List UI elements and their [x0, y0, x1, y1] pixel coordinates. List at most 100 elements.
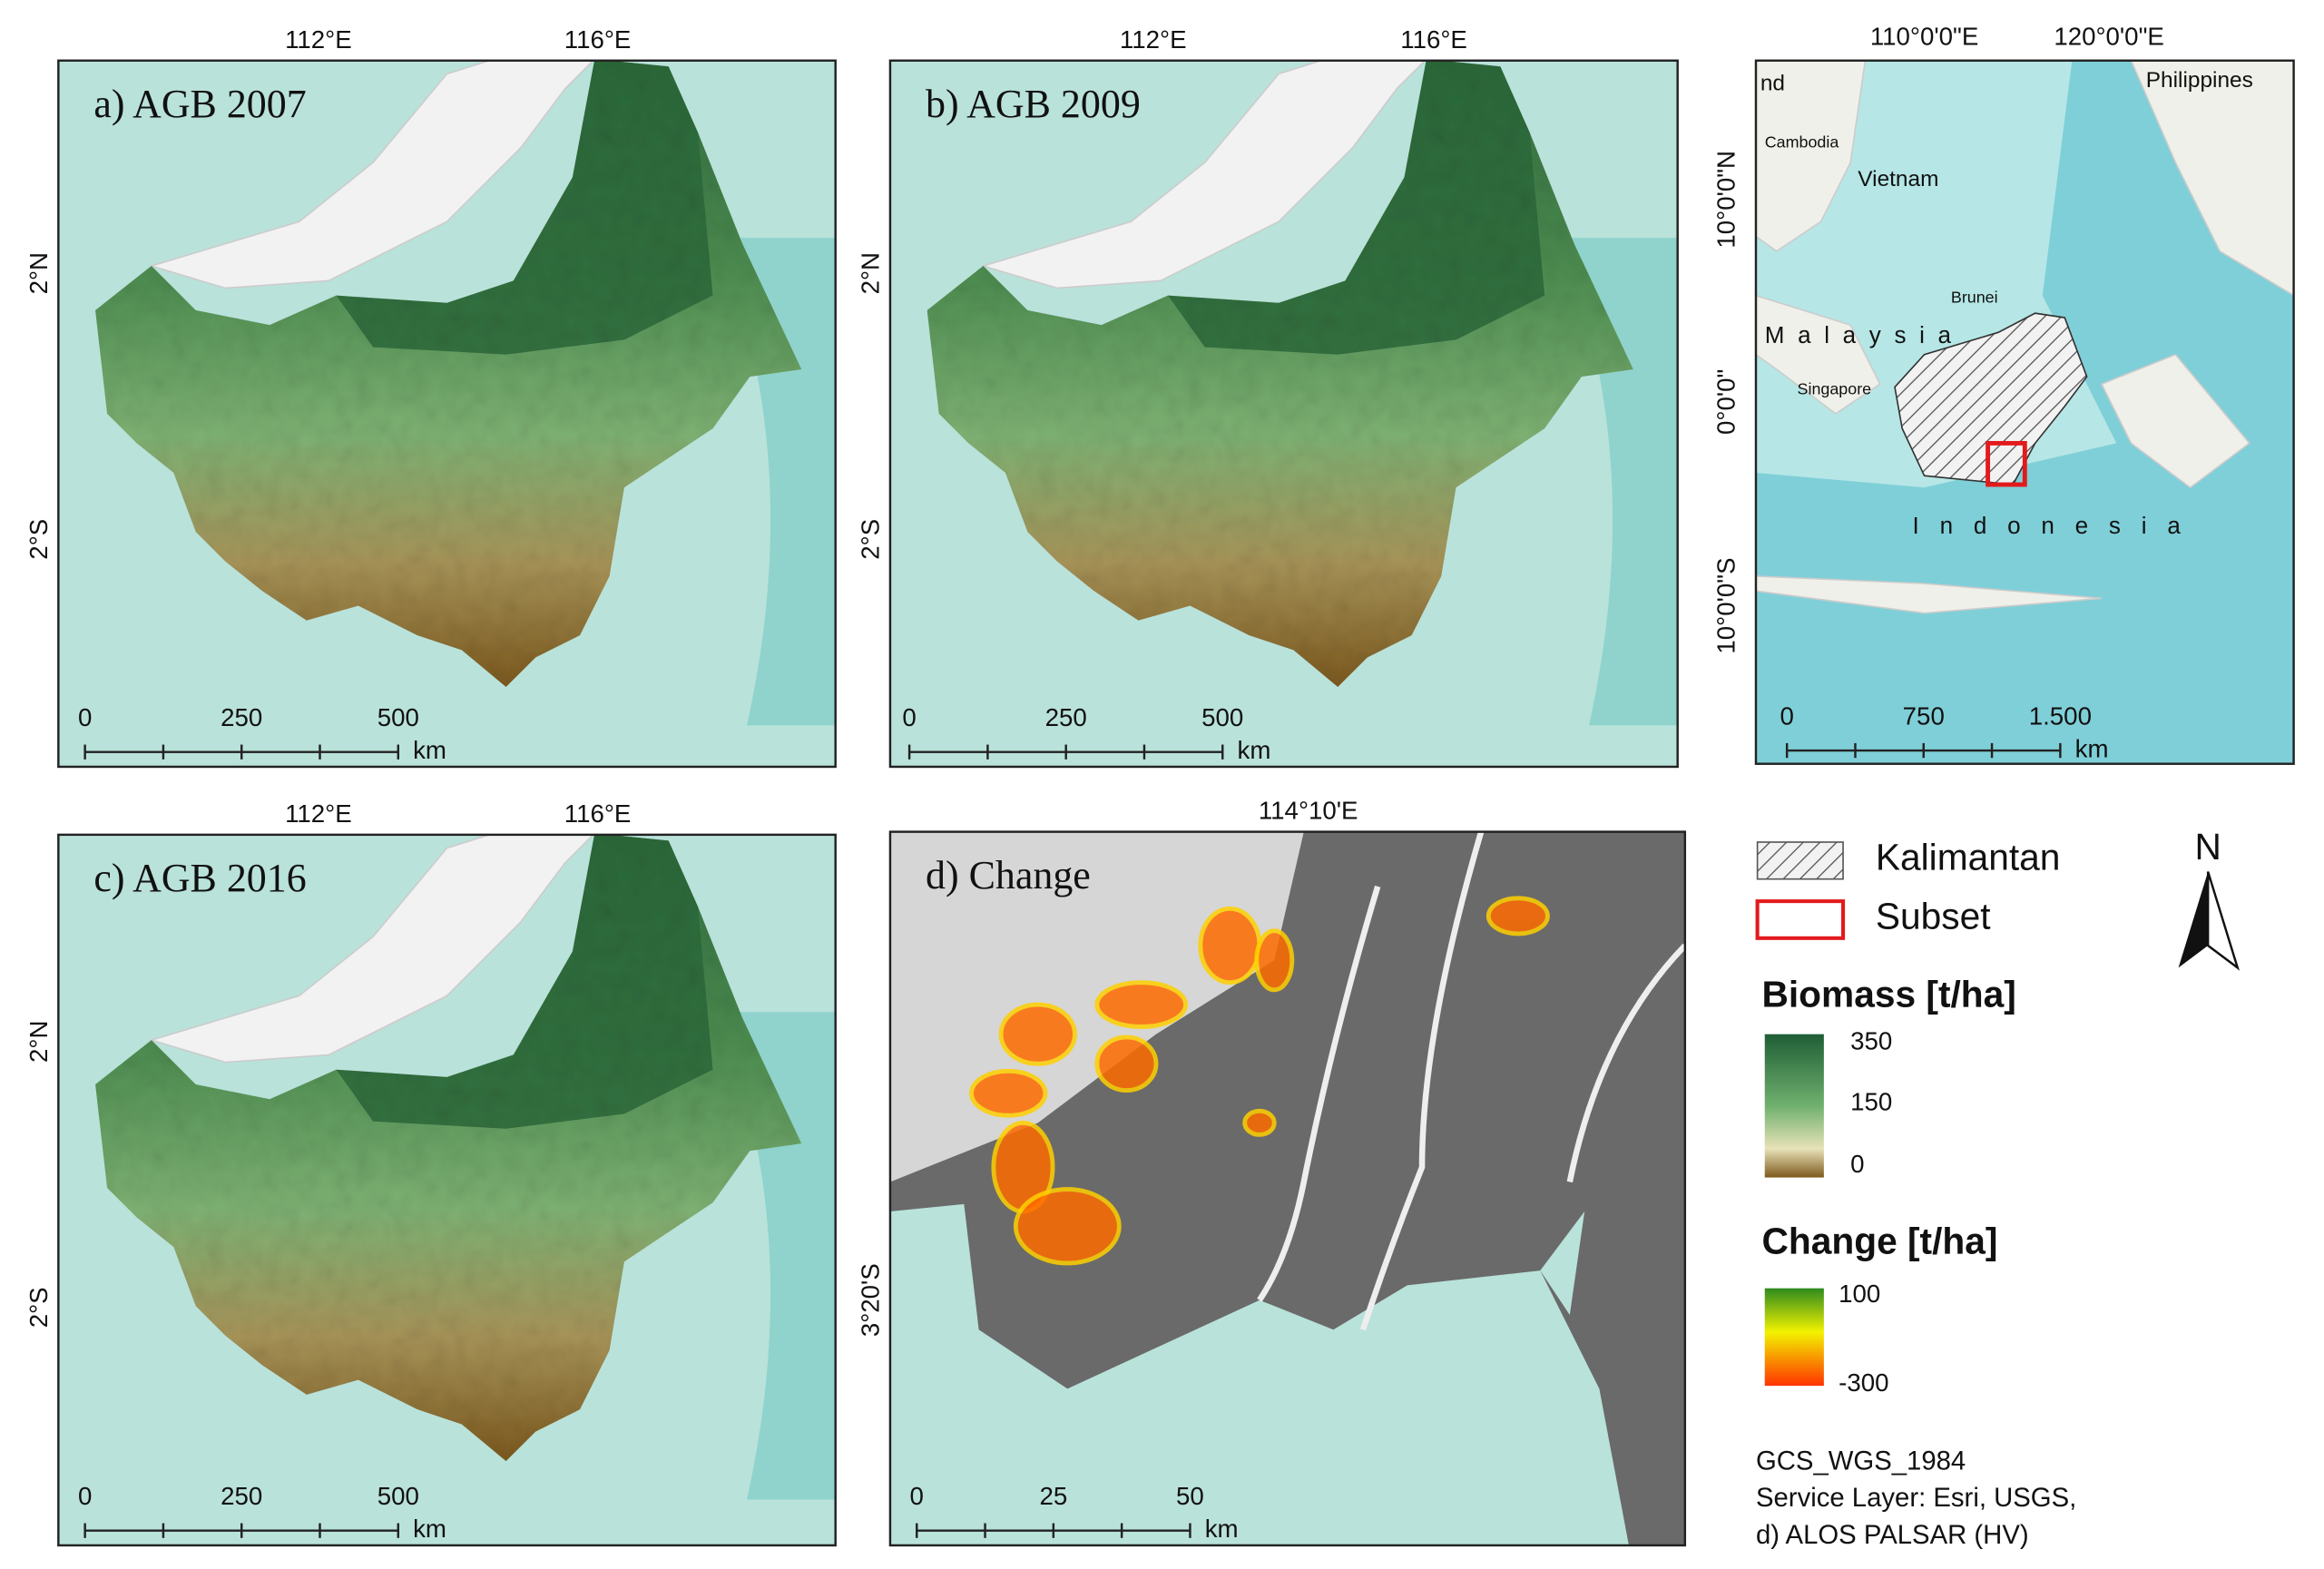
map-frame: [57, 59, 837, 769]
legend-label: Kalimantan: [1876, 836, 2061, 878]
scale-label: 50: [1176, 1482, 1204, 1510]
map-body: [58, 60, 836, 767]
map-frame: [888, 59, 1679, 769]
scale-label: 500: [1201, 703, 1243, 731]
change-patch: [1254, 928, 1295, 993]
change-patch: [1486, 896, 1550, 936]
y-tick-label: 10°0'0"S: [1711, 557, 1740, 653]
ramp-label: 100: [1839, 1280, 1880, 1308]
ramp-label: 0: [1850, 1150, 1864, 1178]
scale-label: 0: [78, 1482, 92, 1510]
land: [1755, 294, 1881, 415]
x-tick-label: 112°E: [1120, 25, 1187, 54]
map-body: [889, 60, 1678, 767]
sea: [889, 1203, 1629, 1545]
sea: [1540, 1211, 1585, 1315]
place-label: Cambodia: [1765, 133, 1839, 152]
x-tick-label: 112°E: [285, 799, 352, 828]
scale-label: 250: [1045, 703, 1087, 731]
ramp-label: -300: [1839, 1368, 1888, 1397]
legend-label: Subset: [1876, 895, 1991, 936]
change-patch: [1013, 1187, 1122, 1266]
map-body: [58, 834, 836, 1545]
scale-unit: km: [1238, 736, 1271, 764]
y-tick-label: 10°0'0"N: [1711, 151, 1740, 249]
place-label: Brunei: [1951, 289, 1998, 307]
land: [1755, 60, 1867, 252]
y-tick-label: 2°N: [25, 252, 53, 294]
scale-label: 250: [221, 1482, 262, 1510]
sea-deep: [1559, 238, 1678, 726]
legend-heading: Change [t/ha]: [1761, 1221, 1997, 1262]
sea-deep: [717, 1012, 836, 1500]
ramp-label: 150: [1850, 1087, 1892, 1115]
scale-label: 750: [1903, 702, 1945, 731]
x-tick-label: 116°E: [564, 25, 632, 54]
change-patch: [1094, 980, 1188, 1029]
scale-unit: km: [2075, 734, 2109, 762]
place-label: Indonesia: [1913, 512, 2201, 539]
river: [1257, 885, 1381, 1302]
change-patch: [998, 1002, 1077, 1066]
map-frame: [1754, 59, 2295, 765]
land: [2130, 60, 2294, 297]
land: [2100, 353, 2250, 489]
credit-line: d) ALOS PALSAR (HV): [1756, 1520, 2029, 1550]
scale-unit: km: [1205, 1515, 1239, 1543]
y-tick-label: 2°S: [25, 1287, 53, 1328]
panel-title: b) AGB 2009: [926, 82, 1141, 126]
legend-hatch: [1756, 841, 1844, 880]
subset-box: [1986, 440, 2027, 487]
change-patch: [1094, 1035, 1159, 1093]
place-label: Vietnam: [1858, 167, 1938, 191]
scale-label: 1.500: [2029, 702, 2092, 731]
land: [1755, 575, 2103, 614]
map-body: [1755, 60, 2294, 764]
x-tick-label: 110°0'0"E: [1870, 23, 1978, 51]
legend-subset: [1755, 899, 1846, 940]
north-arrow: [2206, 871, 2240, 971]
biomass-ramp: [1764, 1034, 1824, 1178]
north-label: N: [2194, 826, 2221, 868]
y-tick-label: 2°N: [857, 252, 885, 294]
scale-label: 250: [221, 703, 262, 731]
y-tick-label: 3°20'S: [857, 1263, 885, 1337]
place-label: Malaysia: [1765, 321, 1965, 348]
map-frame: [888, 830, 1687, 1547]
scale-label: 0: [1780, 702, 1793, 731]
river: [1359, 831, 1485, 1331]
scale-unit: km: [413, 736, 446, 764]
x-tick-label: 116°E: [1400, 25, 1467, 54]
panel-title: a) AGB 2007: [93, 82, 306, 126]
place-label: Philippines: [2146, 68, 2253, 93]
y-tick-label: 2°N: [25, 1021, 53, 1063]
place-label: Singapore: [1798, 380, 1872, 398]
scale-label: 0: [910, 1482, 924, 1510]
place-label: nd: [1760, 71, 1785, 95]
kalimantan-hatch: [1894, 312, 2088, 485]
map-body: [889, 831, 1685, 1545]
panel-title: c) AGB 2016: [93, 856, 306, 900]
scale-label: 0: [902, 703, 916, 731]
y-tick-label: 0°0'0": [1711, 369, 1740, 435]
river: [1566, 943, 1685, 1183]
panel-title: d) Change: [926, 853, 1091, 897]
credit-line: Service Layer: Esri, USGS,: [1756, 1483, 2076, 1513]
scale-label: 0: [78, 703, 92, 731]
x-tick-label: 112°E: [285, 25, 352, 54]
scale-label: 500: [378, 703, 419, 731]
change-patch: [1242, 1108, 1277, 1137]
scale-unit: km: [413, 1515, 446, 1543]
change-ramp: [1764, 1288, 1824, 1387]
north-arrow: [2178, 871, 2209, 968]
legend-heading: Biomass [t/ha]: [1761, 974, 2015, 1015]
x-tick-label: 116°E: [564, 799, 632, 828]
map-frame: [57, 833, 837, 1547]
scale-label: 500: [378, 1482, 419, 1510]
change-patch: [969, 1068, 1048, 1118]
y-tick-label: 2°S: [857, 519, 885, 560]
y-tick-label: 2°S: [25, 519, 53, 560]
change-patch: [1198, 906, 1262, 986]
